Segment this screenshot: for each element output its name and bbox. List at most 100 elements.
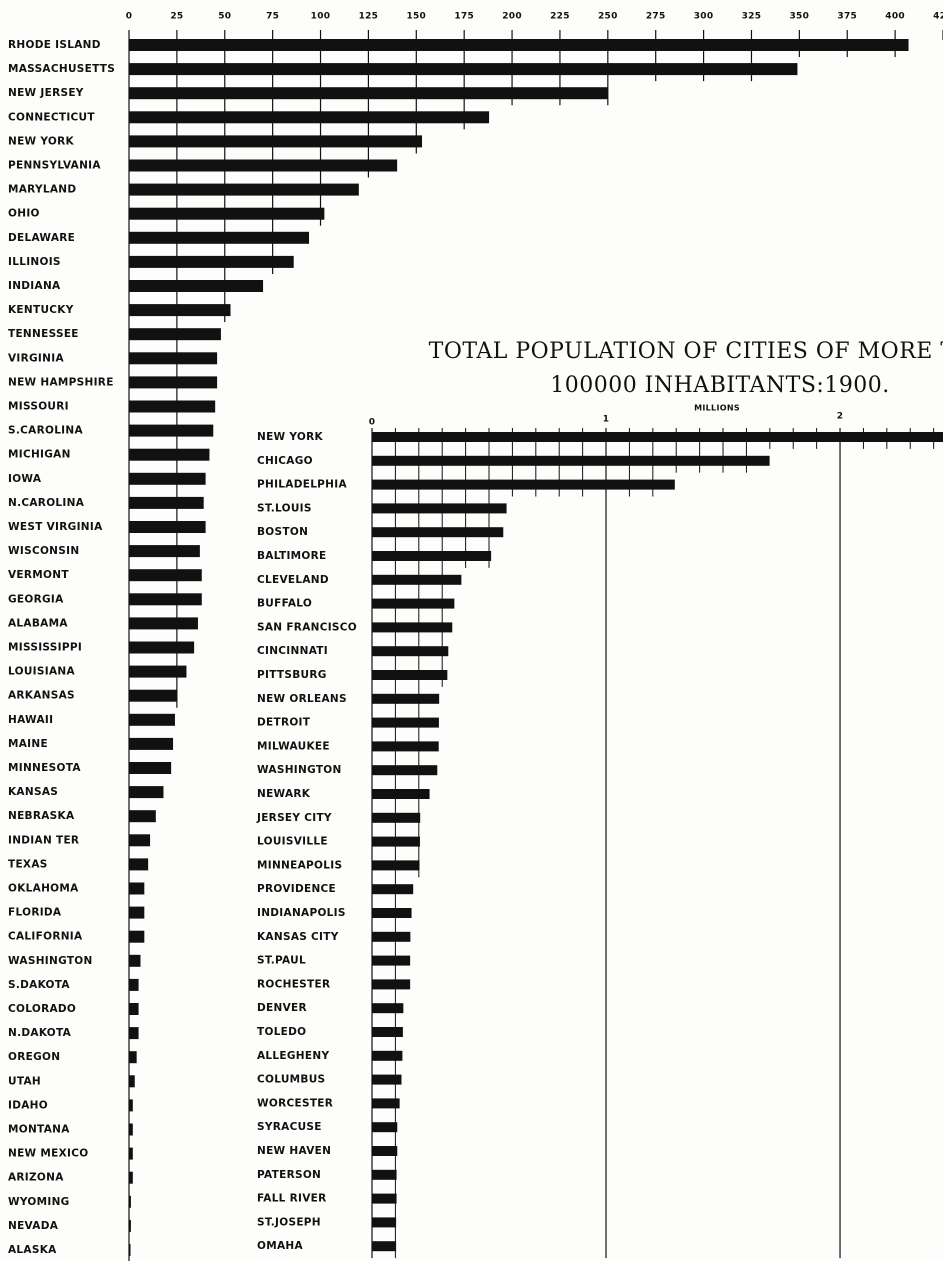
x-tick-label: 400 — [885, 12, 905, 22]
bar — [129, 737, 174, 750]
bar — [129, 954, 141, 967]
y-tick-label: NEW HAVEN — [257, 1145, 331, 1157]
bar — [372, 1217, 397, 1228]
y-tick-label: PROVIDENCE — [257, 883, 336, 895]
y-tick-label: PITTSBURG — [257, 669, 327, 681]
y-tick-label: WASHINGTON — [257, 764, 342, 776]
x-tick-label: 250 — [598, 12, 618, 22]
y-tick-label: MISSOURI — [8, 401, 69, 413]
x-tick-label: 425 — [933, 12, 943, 22]
bar — [129, 87, 608, 100]
x-tick-label: 275 — [646, 12, 666, 22]
bar — [372, 860, 420, 871]
bar — [129, 1219, 131, 1232]
bar — [372, 574, 462, 585]
y-tick-label: OKLAHOMA — [8, 883, 79, 895]
y-tick-label: IOWA — [8, 473, 42, 485]
y-tick-label: NEW MEXICO — [8, 1148, 88, 1160]
bar — [129, 207, 325, 220]
x-tick-label: 225 — [550, 12, 570, 22]
y-tick-label: MICHIGAN — [8, 449, 71, 461]
bar — [372, 1146, 398, 1156]
y-tick-label: COLUMBUS — [257, 1074, 325, 1086]
y-tick-label: OHIO — [8, 208, 40, 220]
bar — [129, 786, 164, 799]
y-tick-label: ARKANSAS — [8, 690, 75, 702]
bar — [372, 551, 492, 561]
y-tick-label: CALIFORNIA — [8, 931, 83, 943]
bar — [129, 1244, 131, 1256]
y-tick-label: S.DAKOTA — [8, 979, 70, 991]
y-tick-label: INDIANAPOLIS — [257, 907, 346, 919]
bar — [372, 717, 439, 728]
y-tick-label: WYOMING — [8, 1196, 70, 1208]
y-tick-label: ILLINOIS — [8, 256, 61, 268]
bar — [129, 834, 151, 847]
bar — [129, 1171, 133, 1184]
bar — [129, 762, 172, 774]
y-tick-label: HAWAII — [8, 714, 53, 726]
x-axis-label: MILLIONS — [694, 404, 740, 413]
bar — [129, 665, 187, 678]
y-tick-label: KENTUCKY — [8, 304, 74, 316]
y-tick-label: NEW ORLEANS — [257, 693, 347, 705]
bar — [129, 328, 221, 341]
x-tick-label: 0 — [369, 418, 376, 428]
bar — [129, 930, 145, 943]
x-tick-label: 150 — [406, 12, 426, 22]
y-tick-label: MILWAUKEE — [257, 740, 330, 752]
y-tick-label: VIRGINIA — [8, 352, 64, 364]
bar — [129, 1195, 131, 1208]
y-tick-label: TOLEDO — [257, 1026, 306, 1038]
bar — [129, 810, 156, 823]
bar — [372, 527, 504, 538]
bar — [372, 622, 453, 633]
bar — [129, 882, 145, 895]
y-tick-label: NEW YORK — [257, 431, 324, 443]
y-tick-label: NEBRASKA — [8, 810, 75, 822]
x-tick-label: 125 — [359, 12, 379, 22]
bar — [372, 646, 449, 657]
y-tick-label: CHICAGO — [257, 455, 313, 467]
x-tick-label: 75 — [266, 12, 279, 22]
y-tick-label: COLORADO — [8, 1003, 76, 1015]
y-tick-label: TENNESSEE — [8, 328, 79, 340]
y-tick-label: NEW HAMPSHIRE — [8, 376, 114, 388]
bar — [372, 765, 438, 776]
bar — [129, 1027, 139, 1040]
bar — [372, 884, 414, 895]
bar — [129, 569, 202, 582]
bar — [372, 1169, 397, 1180]
y-tick-label: ST.LOUIS — [257, 502, 312, 514]
y-tick-label: NEWARK — [257, 788, 311, 800]
bar — [372, 693, 440, 704]
y-tick-label: FLORIDA — [8, 907, 62, 919]
y-tick-label: SAN FRANCISCO — [257, 621, 357, 633]
bar — [372, 1241, 397, 1252]
y-tick-label: NEW JERSEY — [8, 87, 84, 99]
y-tick-label: MISSISSIPPI — [8, 642, 82, 654]
y-tick-label: UTAH — [8, 1075, 41, 1087]
bar — [372, 479, 675, 490]
bar — [372, 670, 448, 680]
bar — [129, 472, 206, 485]
x-tick-label: 175 — [454, 12, 474, 22]
x-tick-label: 200 — [502, 12, 522, 22]
bar — [372, 979, 411, 990]
y-tick-label: NEW YORK — [8, 135, 75, 147]
y-tick-label: PHILADELPHIA — [257, 479, 347, 491]
y-tick-label: CLEVELAND — [257, 574, 329, 586]
y-tick-label: ARIZONA — [8, 1172, 64, 1184]
bar — [372, 1027, 403, 1037]
chart-title: TOTAL POPULATION OF CITIES OF MORE THAN … — [428, 339, 943, 398]
bar — [129, 496, 204, 509]
x-tick-label: 350 — [790, 12, 810, 22]
bar — [372, 1122, 398, 1133]
y-tick-label: IDAHO — [8, 1099, 48, 1111]
x-tick-label: 0 — [126, 12, 133, 22]
y-tick-label: KANSAS CITY — [257, 931, 339, 943]
bar — [372, 931, 411, 942]
bar — [129, 376, 218, 389]
y-tick-label: LOUISIANA — [8, 666, 75, 678]
y-tick-label: ALABAMA — [8, 617, 68, 629]
